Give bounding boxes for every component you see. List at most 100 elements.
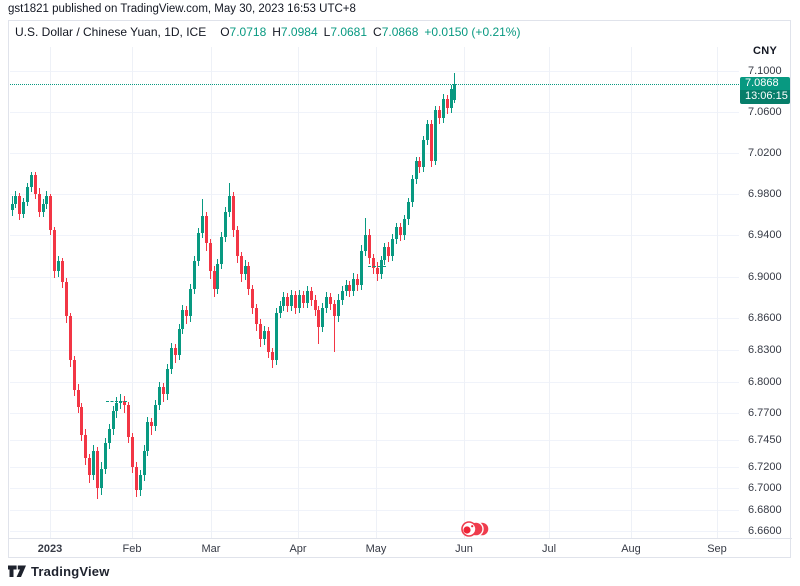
candle-body — [228, 195, 232, 213]
attribution-text: gst1821 published on TradingView.com, Ma… — [8, 3, 356, 15]
candle-body — [10, 203, 14, 211]
price-gridline — [10, 111, 739, 113]
candle-body — [453, 84, 457, 100]
candle-body — [286, 297, 290, 306]
price-tick-label: 6.7200 — [748, 460, 782, 473]
candle-body — [134, 466, 138, 491]
candle-body — [247, 266, 251, 290]
time-gridline — [376, 47, 377, 538]
price-tick-label: 7.0200 — [748, 146, 782, 159]
candle-body — [162, 386, 165, 395]
time-tick-label: Mar — [201, 543, 221, 555]
time-gridline — [211, 47, 212, 538]
candle-body — [72, 360, 76, 391]
tradingview-mark-icon — [8, 565, 26, 577]
candle-body — [68, 316, 72, 361]
candle-body — [37, 193, 41, 213]
candle-body — [193, 260, 197, 290]
candle-body — [76, 390, 80, 407]
candle-body — [399, 226, 402, 235]
open-label: O — [220, 25, 230, 39]
candle-wick — [151, 417, 153, 435]
candle-body — [49, 195, 53, 230]
price-axis[interactable]: CNY 7.0868 13:06:15 7.1000 7.0600 7.0200 6.… — [739, 21, 791, 538]
candle-body — [387, 247, 391, 256]
candle-body — [282, 297, 286, 306]
currency-label: CNY — [753, 45, 778, 57]
candle-body — [356, 278, 360, 285]
candle-body — [360, 250, 364, 285]
candle-wick — [124, 396, 126, 414]
time-gridline — [631, 47, 632, 538]
price-gridline — [10, 234, 739, 236]
candle-body — [26, 187, 30, 202]
candle-body — [61, 260, 64, 282]
price-gridline — [10, 440, 739, 442]
chart-frame: U.S. Dollar / Chinese Yuan, 1D, ICE O7.07… — [8, 20, 792, 559]
time-tick-label: May — [365, 543, 387, 555]
symbol-description: U.S. Dollar / Chinese Yuan, 1D, ICE — [15, 25, 207, 39]
candle-body — [301, 295, 305, 303]
candle-body — [33, 175, 37, 194]
price-tick-label: 6.9000 — [748, 270, 782, 283]
candle-body — [189, 289, 193, 317]
time-tick-label: Feb — [122, 543, 142, 555]
candle-body — [130, 436, 134, 467]
candle-body — [204, 216, 208, 244]
price-tick-label: 6.7000 — [748, 482, 782, 495]
candle-body — [119, 400, 123, 403]
price-tick-label: 6.8600 — [748, 312, 782, 325]
price-gridline — [10, 193, 739, 195]
tradingview-logo-text: TradingView — [31, 564, 110, 579]
symbol-legend[interactable]: U.S. Dollar / Chinese Yuan, 1D, ICE O7.07… — [15, 25, 520, 39]
candle-body — [278, 305, 282, 314]
price-tick-label: 6.7450 — [748, 434, 782, 447]
candle-body — [325, 297, 329, 308]
candle-body — [224, 212, 228, 238]
time-tick-label: 2023 — [37, 543, 63, 555]
candle-body — [290, 295, 294, 306]
price-tick-label: 6.7700 — [748, 407, 782, 420]
price-gridline — [10, 318, 739, 320]
candle-body — [294, 295, 298, 308]
candle-body — [64, 281, 68, 317]
candle-body — [200, 216, 204, 233]
current-price-line — [10, 84, 739, 86]
candle-body — [150, 421, 154, 427]
candle-body — [395, 226, 399, 240]
time-axis[interactable]: 2023 Feb Mar Apr May Jun Jul Aug Sep — [9, 538, 792, 559]
candle-body — [235, 229, 239, 256]
candle-body — [426, 123, 430, 141]
candle-body — [437, 109, 441, 118]
candle-body — [340, 291, 344, 300]
china-flag-stack-icon — [461, 521, 490, 537]
candle-body — [352, 278, 356, 292]
candle-body — [41, 203, 45, 213]
candle-body — [383, 247, 387, 260]
candle-body — [414, 160, 418, 180]
candle-body — [208, 243, 212, 272]
price-tick-label: 7.1000 — [748, 65, 782, 77]
candle-body — [441, 99, 445, 118]
candle-body — [391, 239, 395, 256]
price-gridline — [10, 531, 739, 533]
price-tick-label: 6.9800 — [748, 187, 782, 200]
candle-body — [177, 328, 181, 356]
candle-body — [259, 323, 263, 340]
close-value: 7.0868 — [381, 25, 419, 39]
candle-body — [220, 237, 224, 265]
candle-body — [418, 160, 422, 167]
chart-canvas[interactable]: U.S. Dollar / Chinese Yuan, 1D, ICE O7.07… — [9, 21, 739, 538]
change-value: +0.0150 (+0.21%) — [424, 25, 521, 39]
candle-body — [95, 450, 99, 489]
candle-body — [309, 291, 313, 300]
time-gridline — [298, 47, 299, 538]
price-gridline — [10, 71, 739, 72]
candle-body — [348, 284, 352, 292]
candle-body — [53, 229, 57, 272]
candle-body — [251, 289, 255, 308]
high-value: 7.0984 — [280, 25, 318, 39]
tradingview-logo[interactable]: TradingView — [8, 564, 110, 579]
candle-body — [80, 407, 84, 435]
candle-body — [406, 201, 410, 220]
